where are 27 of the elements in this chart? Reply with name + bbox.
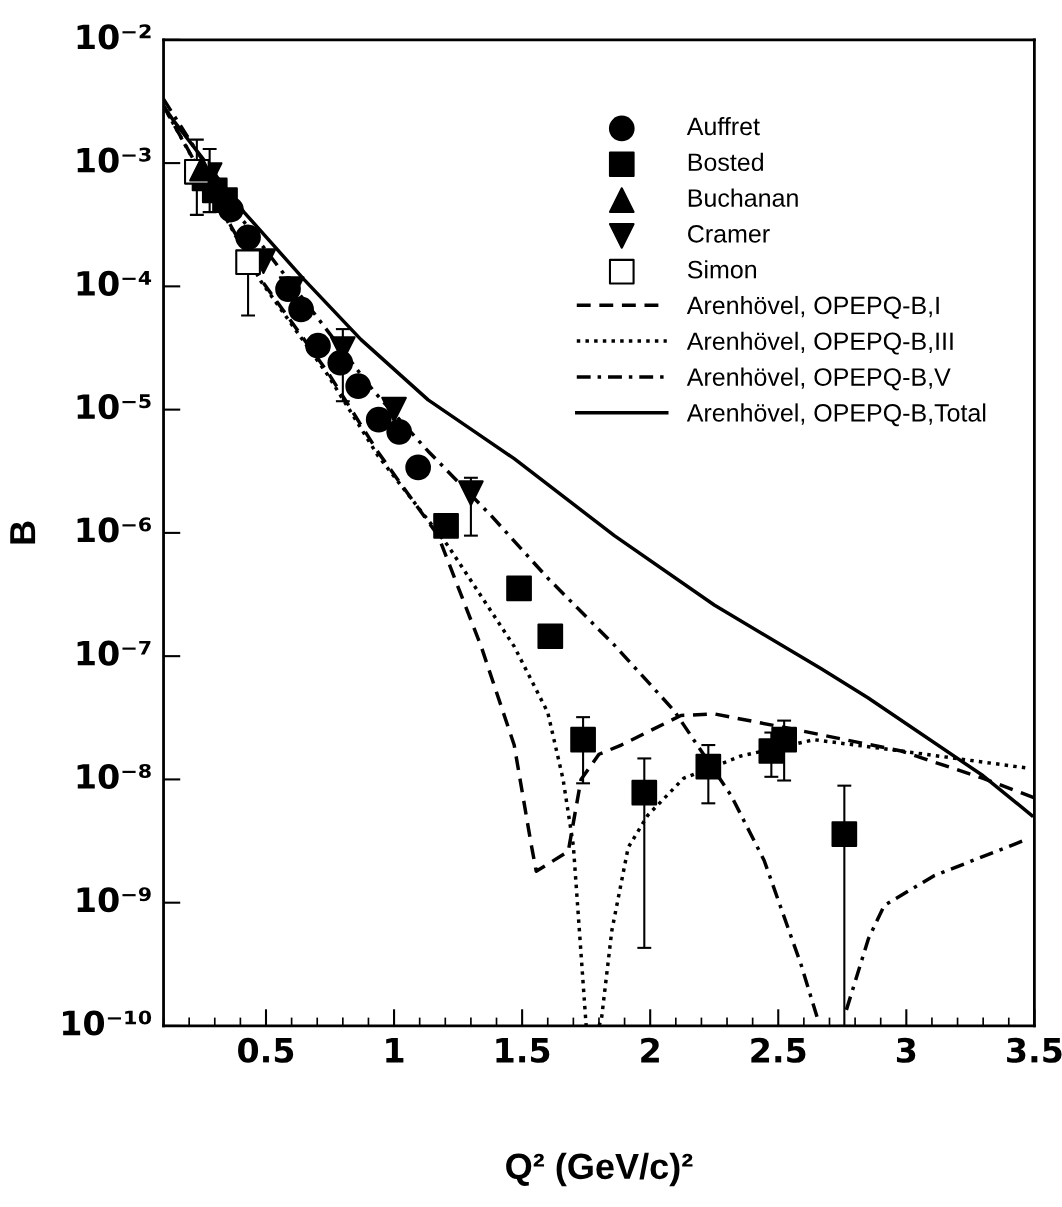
y-tick-label: 10⁻⁵: [77, 394, 151, 420]
y-tick-label: 10⁻⁸: [77, 763, 151, 790]
legend-label: Cramer: [688, 224, 770, 243]
legend-label: Arenhövel, OPEPQ-B,V: [686, 367, 951, 391]
legend-label: Simon: [687, 260, 757, 279]
x-tick-label: 1.5: [496, 1038, 550, 1063]
legend-label: Bosted: [688, 152, 763, 172]
y-tick-label: 10⁻¹⁰: [63, 1010, 152, 1036]
x-tick-label: 2: [641, 1037, 659, 1063]
y-tick-label: 10⁻²: [77, 24, 151, 50]
y-axis-title: B: [10, 521, 36, 544]
y-tick-label: 10⁻⁷: [77, 640, 151, 666]
x-tick-label: 2.5: [751, 1037, 806, 1063]
x-tick-label: 0.5: [238, 1037, 294, 1063]
legend-label: Auffret: [686, 116, 760, 136]
y-tick-label: 10⁻⁴: [77, 270, 152, 297]
x-tick-label: 3: [896, 1037, 916, 1063]
x-tick-label: 3.5: [1007, 1037, 1062, 1063]
legend-label: Arenhövel, OPEPQ-B,III: [686, 331, 953, 355]
x-axis-title: Q² (GeV/c)²: [506, 1152, 693, 1187]
y-tick-label: 10⁻³: [77, 147, 151, 173]
x-tick-label: 1: [386, 1038, 404, 1063]
y-tick-label: 10⁻⁹: [77, 887, 151, 913]
y-tick-label: 10⁻⁶: [77, 517, 151, 543]
legend-label: Arenhövel, OPEPQ-B,Total: [686, 403, 986, 427]
legend-label: Arenhövel, OPEPQ-B,I: [686, 295, 939, 319]
legend-label: Buchanan: [688, 188, 798, 207]
